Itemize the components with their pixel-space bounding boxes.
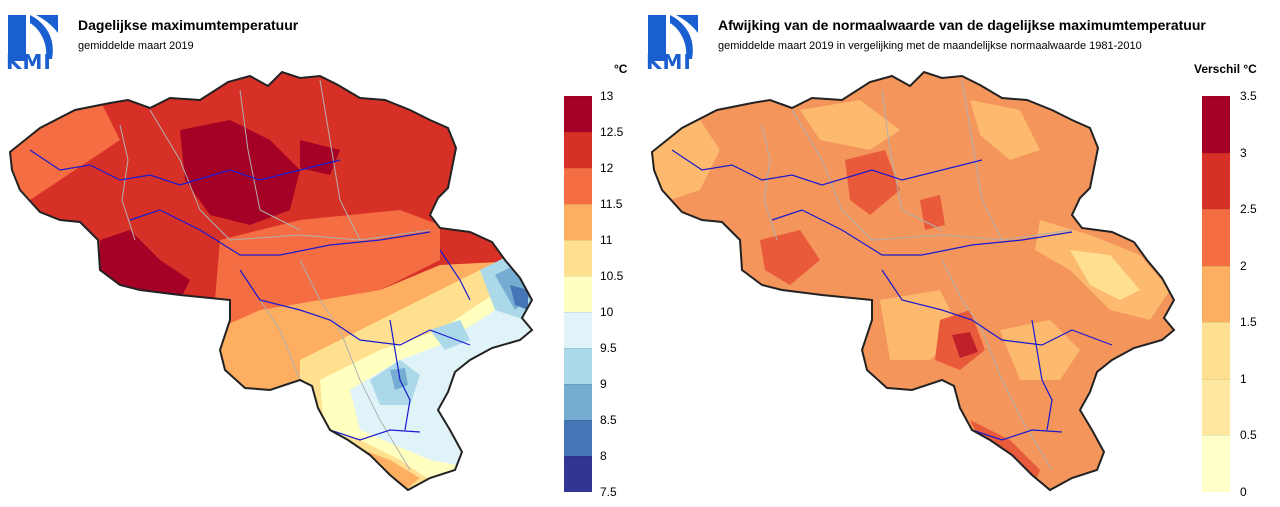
legend-tick-label: 10 [600, 305, 614, 319]
legend-color-band [564, 96, 592, 132]
legend-color-band [564, 348, 592, 384]
kmi-logo-icon [8, 15, 58, 61]
belgium-temperature-map [9, 71, 533, 491]
legend-color-band [1202, 152, 1230, 210]
legend-tick-label: 11 [600, 233, 613, 247]
legend-color-band [1202, 435, 1230, 492]
legend-color-band [564, 204, 592, 240]
legend-color-band [564, 312, 592, 348]
kmi-logo-text: KMI [6, 50, 52, 74]
legend-tick-label: 13 [600, 89, 614, 103]
map-title: Afwijking van de normaalwaarde van de da… [718, 17, 1206, 33]
map-panel-max-temperature: KMI Dagelijkse maximumtemperatuur gemidd… [6, 15, 628, 499]
legend-color-band [1202, 265, 1230, 323]
legend-tick-label: 0 [1240, 485, 1247, 499]
color-scale-legend [1202, 96, 1230, 492]
map-subtitle: gemiddelde maart 2019 [78, 40, 194, 52]
legend-tick-label: 9.5 [600, 341, 617, 355]
legend-tick-label: 9 [600, 377, 607, 391]
legend-tick-label: 8 [600, 449, 607, 463]
legend-tick-label: 8.5 [600, 413, 617, 427]
color-scale-ticks: 13 12.5 12 11.5 11 10.5 10 9.5 9 8.5 8 7.5 [600, 89, 644, 499]
legend-tick-label: 10.5 [600, 269, 624, 283]
legend-color-band [564, 132, 592, 168]
legend-tick-label: 3 [1240, 145, 1247, 160]
color-scale-legend [564, 96, 592, 492]
legend-color-band [564, 456, 592, 492]
legend-color-band [564, 240, 592, 276]
legend-color-band [564, 276, 592, 312]
belgium-anomaly-map [651, 71, 1175, 491]
map-title: Dagelijkse maximumtemperatuur [78, 17, 299, 33]
legend-color-band [564, 168, 592, 204]
map-panel-temperature-anomaly: KMI Afwijking van de normaalwaarde van d… [640, 0, 1280, 507]
legend-tick-label: 2.5 [1240, 202, 1257, 217]
legend-color-band [1202, 209, 1230, 266]
legend-tick-label: 1 [1240, 371, 1247, 386]
legend-tick-label: 11.5 [600, 197, 623, 211]
legend-color-band [1202, 96, 1230, 153]
legend-tick-label: 12 [600, 161, 614, 175]
legend-tick-label: 2 [1240, 258, 1247, 273]
legend-color-band [1202, 322, 1230, 379]
legend-tick-label: 0.5 [1240, 428, 1257, 443]
kmi-logo-icon [648, 15, 698, 61]
legend-color-band [564, 420, 592, 456]
legend-color-band [564, 384, 592, 420]
map-subtitle: gemiddelde maart 2019 in vergelijking me… [718, 40, 1142, 52]
legend-unit: Verschil °C [1194, 62, 1257, 76]
color-scale-ticks: 3.5 3 2.5 2 1.5 1 0.5 0 [1240, 89, 1280, 499]
legend-unit: °C [614, 62, 628, 76]
kmi-logo-text: KMI [646, 50, 692, 74]
legend-tick-label: 1.5 [1240, 315, 1257, 330]
legend-color-band [1202, 378, 1230, 436]
legend-tick-label: 3.5 [1240, 89, 1257, 103]
legend-tick-label: 7.5 [600, 485, 617, 499]
legend-tick-label: 12.5 [600, 125, 624, 139]
